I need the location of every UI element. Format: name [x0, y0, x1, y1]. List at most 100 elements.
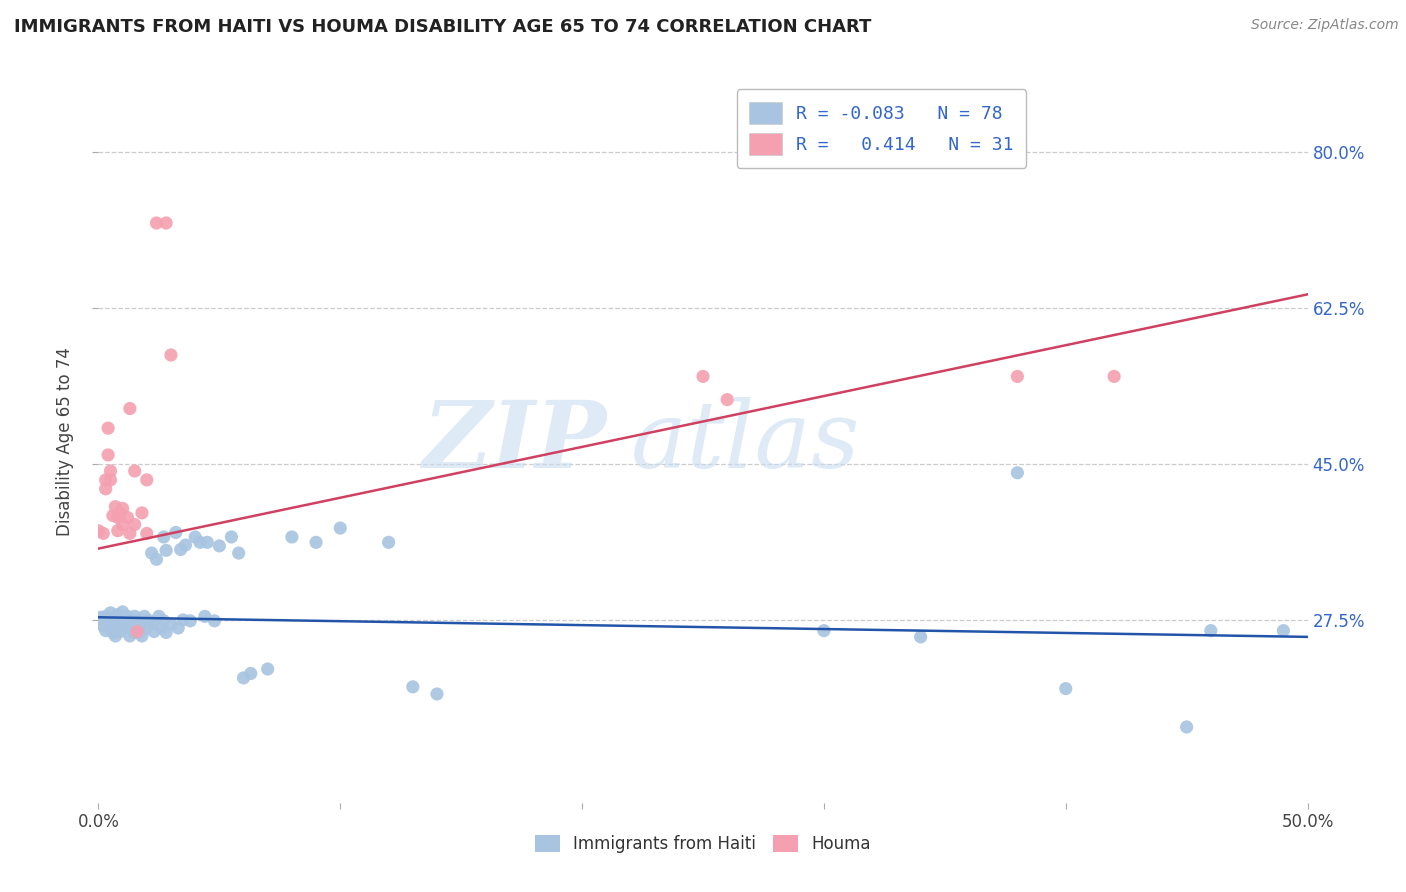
Point [160, 348, 183, 362]
Point [118, 526, 141, 541]
Point [1054, 681, 1077, 696]
Point [100, 621, 122, 635]
Point [174, 538, 197, 552]
Point [329, 521, 352, 535]
Point [155, 543, 177, 558]
Point [232, 671, 254, 685]
Point [91, 526, 114, 541]
Point [377, 535, 399, 549]
Point [426, 687, 449, 701]
Point [145, 216, 167, 230]
Point [90, 610, 112, 624]
Point [100, 606, 122, 620]
Point [101, 625, 124, 640]
Point [1007, 466, 1029, 480]
Point [1102, 369, 1125, 384]
Point [91, 614, 114, 628]
Point [108, 616, 131, 631]
Point [118, 401, 141, 416]
Text: Source: ZipAtlas.com: Source: ZipAtlas.com [1251, 18, 1399, 32]
Point [97, 612, 120, 626]
Point [135, 473, 157, 487]
Point [118, 613, 141, 627]
Point [111, 501, 134, 516]
Point [188, 535, 211, 549]
Point [87, 613, 110, 627]
Point [108, 506, 131, 520]
Point [124, 609, 146, 624]
Point [104, 500, 127, 514]
Text: ZIP: ZIP [422, 397, 606, 486]
Point [165, 525, 187, 540]
Point [148, 609, 170, 624]
Point [100, 473, 122, 487]
Text: IMMIGRANTS FROM HAITI VS HOUMA DISABILITY AGE 65 TO 74 CORRELATION CHART: IMMIGRANTS FROM HAITI VS HOUMA DISABILIT… [14, 18, 872, 36]
Point [104, 629, 127, 643]
Text: atlas: atlas [630, 397, 860, 486]
Point [114, 616, 136, 631]
Point [124, 464, 146, 478]
Point [107, 607, 129, 622]
Point [117, 510, 139, 524]
Point [94, 482, 117, 496]
Y-axis label: Disability Age 65 to 74: Disability Age 65 to 74 [56, 347, 75, 536]
Point [134, 609, 156, 624]
Point [169, 542, 191, 557]
Point [97, 448, 120, 462]
Point [100, 464, 122, 478]
Point [150, 621, 173, 635]
Point [111, 612, 134, 626]
Point [131, 617, 153, 632]
Point [160, 617, 183, 632]
Point [228, 546, 250, 560]
Point [104, 614, 127, 628]
Point [221, 530, 243, 544]
Point [239, 666, 262, 681]
Point [281, 530, 304, 544]
Point [128, 625, 150, 640]
Point [124, 517, 146, 532]
Point [195, 535, 218, 549]
Point [111, 605, 134, 619]
Point [107, 524, 129, 538]
Point [94, 624, 117, 638]
Point [1175, 720, 1198, 734]
Point [117, 621, 139, 635]
Point [135, 621, 157, 635]
Point [121, 616, 143, 631]
Point [97, 421, 120, 435]
Point [107, 510, 129, 524]
Point [87, 524, 110, 538]
Point [155, 216, 177, 230]
Point [101, 508, 124, 523]
Point [194, 609, 217, 624]
Point [118, 629, 141, 643]
Point [131, 506, 153, 520]
Point [138, 614, 160, 628]
Point [305, 535, 328, 549]
Point [135, 526, 157, 541]
Point [94, 473, 117, 487]
Point [179, 614, 201, 628]
Point [127, 624, 149, 639]
Point [90, 615, 112, 630]
Point [111, 517, 134, 532]
Point [101, 616, 124, 631]
Point [152, 614, 174, 628]
Point [208, 539, 231, 553]
Point [145, 552, 167, 566]
Point [1199, 624, 1222, 638]
Point [124, 625, 146, 640]
Point [204, 614, 226, 628]
Point [1007, 369, 1029, 384]
Point [127, 621, 149, 635]
Point [141, 546, 163, 560]
Point [94, 609, 117, 624]
Point [131, 629, 153, 643]
Point [127, 614, 149, 628]
Point [1272, 624, 1295, 638]
Point [152, 530, 174, 544]
Point [107, 621, 129, 635]
Point [143, 624, 166, 639]
Point [910, 630, 932, 644]
